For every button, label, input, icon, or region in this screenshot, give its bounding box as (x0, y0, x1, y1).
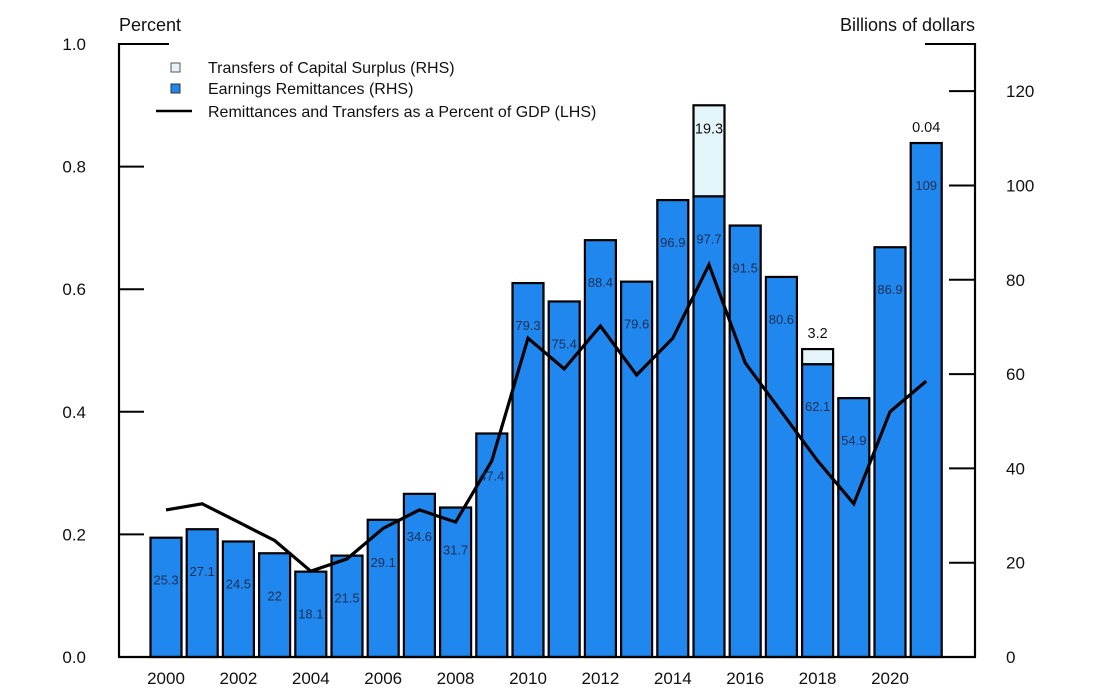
bar-label-earnings-2010: 79.3 (515, 318, 540, 333)
x-tick-label-2020: 2020 (871, 669, 909, 688)
legend-label-transfers: Transfers of Capital Surplus (RHS) (208, 60, 455, 77)
right-tick-label-60: 60 (1006, 365, 1025, 384)
bar-earnings-2021 (909, 141, 943, 659)
left-tick-label-0.0: 0.0 (62, 648, 86, 667)
x-tick-label-2008: 2008 (437, 669, 475, 688)
left-tick-label-0.4: 0.4 (62, 403, 86, 422)
legend-swatch-earnings (170, 83, 181, 94)
legend-swatch-transfers (170, 62, 181, 73)
x-tick-label-2016: 2016 (726, 669, 764, 688)
bar-label-earnings-2002: 24.5 (226, 576, 251, 591)
left-tick-label-0.8: 0.8 (62, 158, 86, 177)
bar-label-earnings-2015: 97.7 (696, 231, 721, 246)
bar-earnings-2003 (258, 552, 292, 659)
right-tick-label-20: 20 (1006, 554, 1025, 573)
x-tick-label-2004: 2004 (292, 669, 330, 688)
bar-label-earnings-2006: 29.1 (371, 555, 396, 570)
bar-label-earnings-2005: 21.5 (334, 591, 359, 606)
right-tick-label-100: 100 (1006, 176, 1034, 195)
bar-label-earnings-2014: 96.9 (660, 235, 685, 250)
bar-earnings-2014 (656, 198, 690, 659)
bar-label-earnings-2000: 25.3 (153, 573, 178, 588)
legend-label-earnings: Earnings Remittances (RHS) (208, 81, 413, 98)
bar-earnings-2005 (330, 554, 364, 659)
left-tick-label-0.2: 0.2 (62, 525, 86, 544)
bar-label-earnings-2020: 86.9 (877, 282, 902, 297)
bar-earnings-2006 (366, 518, 400, 659)
bar-earnings-2012 (583, 239, 618, 659)
left-tick-label-1.0: 1.0 (62, 35, 86, 54)
bar-label-earnings-2011: 75.4 (552, 336, 577, 351)
x-tick-label-2000: 2000 (147, 669, 185, 688)
bar-earnings-2007 (402, 492, 436, 659)
left-tick-label-0.6: 0.6 (62, 280, 86, 299)
left-axis-title: Percent (119, 15, 181, 35)
bar-earnings-2013 (619, 280, 654, 659)
bar-transfers-2018 (800, 347, 835, 366)
bar-label-earnings-2007: 34.6 (407, 529, 432, 544)
bar-earnings-2008 (439, 506, 473, 659)
bar-earnings-2001 (185, 528, 219, 659)
bar-earnings-2015 (692, 195, 726, 659)
right-tick-label-120: 120 (1006, 82, 1034, 101)
bar-earnings-2017 (764, 275, 799, 659)
bar-label-earnings-2021: 109 (915, 178, 937, 193)
bar-earnings-2009 (475, 432, 509, 659)
x-tick-label-2010: 2010 (509, 669, 547, 688)
legend: Transfers of Capital Surplus (RHS) Earni… (156, 60, 596, 121)
bar-earnings-2019 (837, 397, 871, 659)
bar-transfers-2015 (692, 104, 726, 198)
bar-label-earnings-2019: 54.9 (841, 433, 866, 448)
bar-label-earnings-2018: 62.1 (805, 399, 830, 414)
bar-earnings-2016 (728, 224, 762, 659)
bars-layer (149, 104, 943, 659)
x-tick-label-2012: 2012 (581, 669, 619, 688)
x-tick-label-2002: 2002 (219, 669, 257, 688)
bar-label-earnings-2008: 31.7 (443, 543, 468, 558)
right-tick-label-0: 0 (1006, 648, 1015, 667)
legend-label-gdp: Remittances and Transfers as a Percent o… (208, 104, 596, 121)
bar-label-transfers-2021: 0.04 (912, 120, 940, 136)
bar-label-earnings-2016: 91.5 (733, 261, 758, 276)
bar-earnings-2000 (149, 536, 183, 659)
bar-earnings-2020 (873, 246, 907, 659)
bar-label-earnings-2004: 18.1 (298, 607, 323, 622)
x-tick-label-2018: 2018 (799, 669, 837, 688)
bar-label-transfers-2015: 19.3 (695, 121, 723, 137)
axes-layer: 0.0 0.2 0.4 0.6 0.8 1.0 0 20 40 60 80 100 120 2000 200… (62, 35, 1034, 688)
bar-label-earnings-2009: 47.4 (479, 468, 504, 483)
bar-label-earnings-2012: 88.4 (588, 275, 613, 290)
x-tick-label-2014: 2014 (654, 669, 692, 688)
x-tick-label-2006: 2006 (364, 669, 402, 688)
bar-label-earnings-2001: 27.1 (190, 564, 215, 579)
bar-label-earnings-2017: 80.6 (769, 312, 794, 327)
line-layer (165, 260, 928, 574)
bar-label-earnings-2003: 22 (267, 588, 281, 603)
line-gdp-percent (165, 260, 928, 574)
right-tick-label-80: 80 (1006, 271, 1025, 290)
bar-earnings-2002 (221, 540, 255, 659)
right-tick-label-40: 40 (1006, 459, 1025, 478)
right-axis-title: Billions of dollars (840, 15, 975, 35)
bar-label-transfers-2018: 3.2 (808, 326, 828, 342)
bar-label-earnings-2013: 79.6 (624, 317, 649, 332)
labels-layer: 25.3 27.1 24.5 22 18.1 21.5 29.1 34.6 31.7 47.4 79… (153, 120, 940, 622)
